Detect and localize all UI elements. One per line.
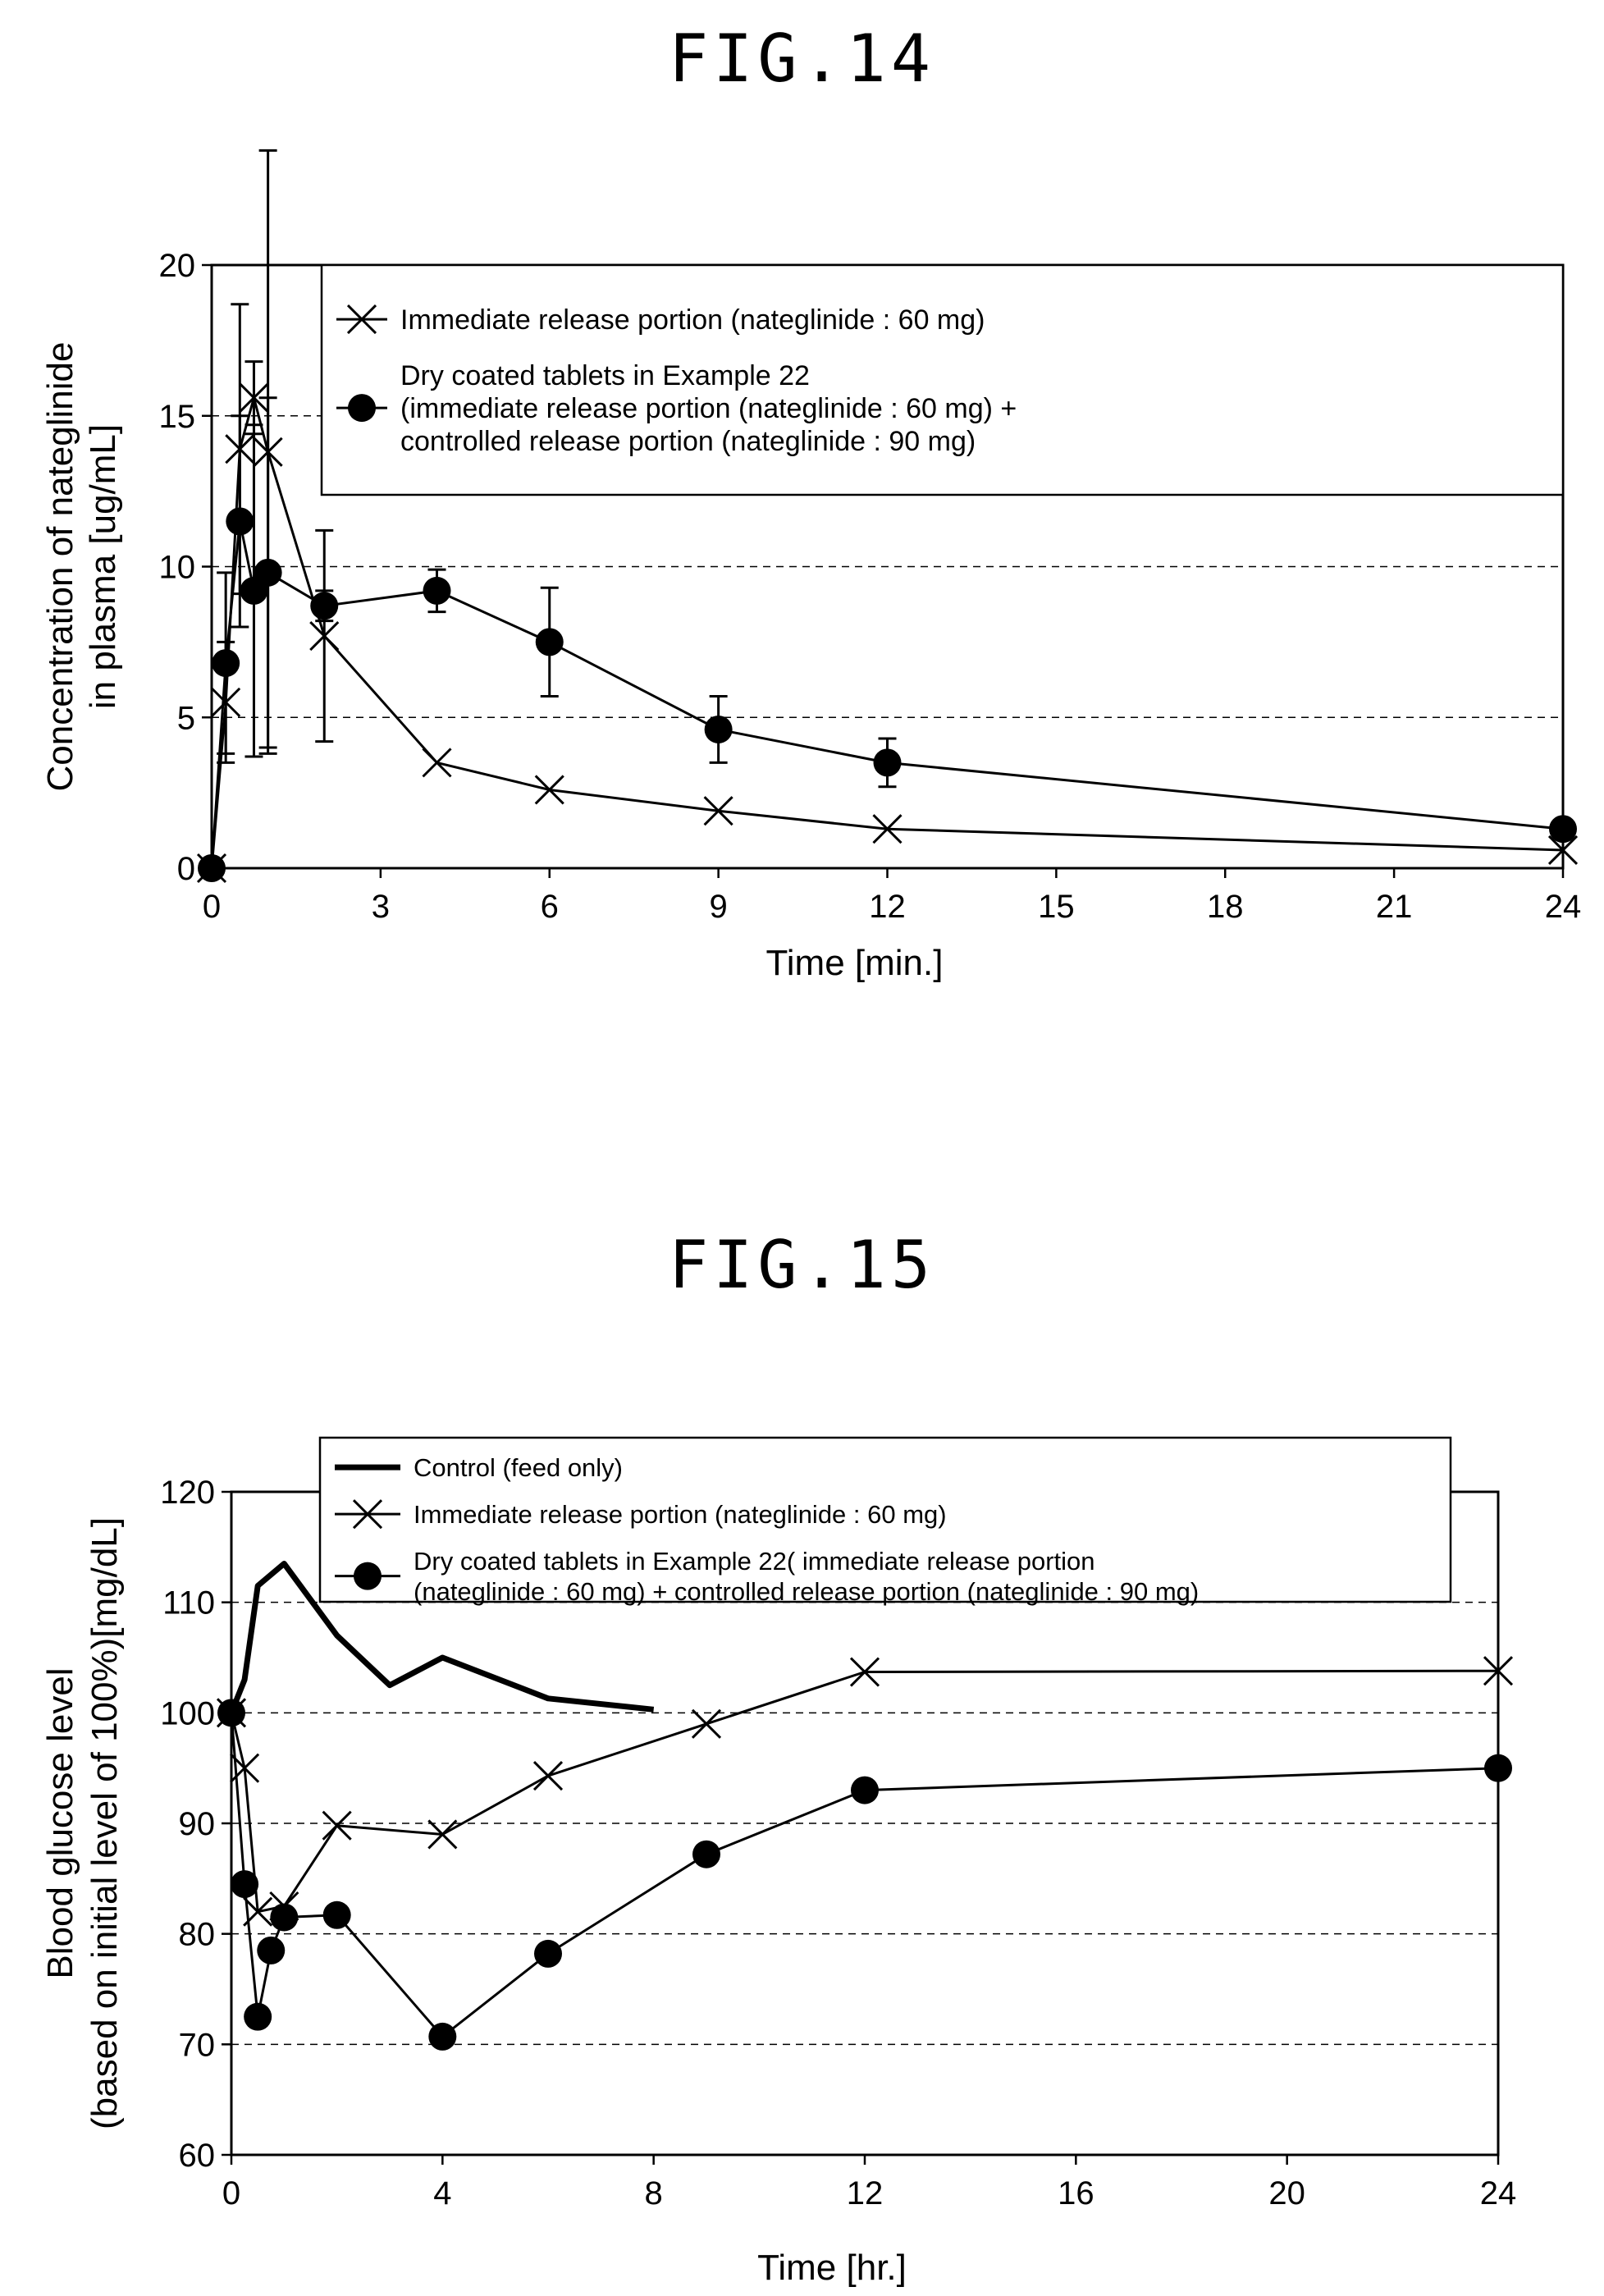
y-axis-label-line1: Blood glucose level — [40, 1667, 80, 1978]
x-axis-label: Time [hr.] — [757, 2248, 907, 2288]
series-2-point-10 — [1484, 1754, 1512, 1782]
legend-marker-2 — [354, 1562, 382, 1590]
x-tick-label-6: 24 — [1480, 2175, 1517, 2211]
legend-label-1-0: Immediate release portion (nateglinide :… — [414, 1500, 947, 1529]
y-axis-label-line2: (based on initial level of 100%)[mg/dL] — [85, 1517, 125, 2129]
x-tick-label-0: 0 — [222, 2175, 240, 2211]
y-tick-label-6: 120 — [160, 1475, 215, 1511]
legend-label-2-0: Dry coated tablets in Example 22( immedi… — [414, 1547, 1095, 1576]
series-1-point-6 — [534, 1762, 562, 1790]
series-2-point-6 — [428, 2023, 456, 2051]
series-2-point-5 — [323, 1901, 351, 1929]
y-tick-label-5: 110 — [162, 1585, 215, 1621]
series-2-point-4 — [270, 1903, 298, 1931]
series-2-point-9 — [851, 1777, 879, 1804]
series-1-point-7 — [692, 1710, 720, 1738]
x-tick-label-5: 20 — [1268, 2175, 1305, 2211]
legend-label-0-0: Control (feed only) — [414, 1453, 623, 1482]
x-tick-label-2: 8 — [645, 2175, 663, 2211]
y-tick-label-3: 90 — [179, 1806, 216, 1842]
series-2-point-1 — [231, 1870, 258, 1898]
x-tick-label-1: 4 — [433, 2175, 451, 2211]
series-2-point-2 — [244, 2003, 272, 2031]
series-2-point-8 — [692, 1841, 720, 1868]
series-2-point-0 — [217, 1699, 245, 1727]
legend-label-2-1: (nateglinide : 60 mg) + controlled relea… — [414, 1577, 1199, 1606]
y-tick-label-0: 60 — [179, 2138, 216, 2174]
series-2-point-7 — [534, 1940, 562, 1968]
y-tick-label-1: 70 — [179, 2027, 216, 2063]
y-tick-label-4: 100 — [160, 1695, 215, 1731]
y-tick-label-2: 80 — [179, 1917, 216, 1953]
x-tick-label-3: 12 — [847, 2175, 884, 2211]
series-2-point-3 — [257, 1937, 285, 1964]
series-2-line — [231, 1713, 1498, 2037]
x-tick-label-4: 16 — [1058, 2175, 1094, 2211]
